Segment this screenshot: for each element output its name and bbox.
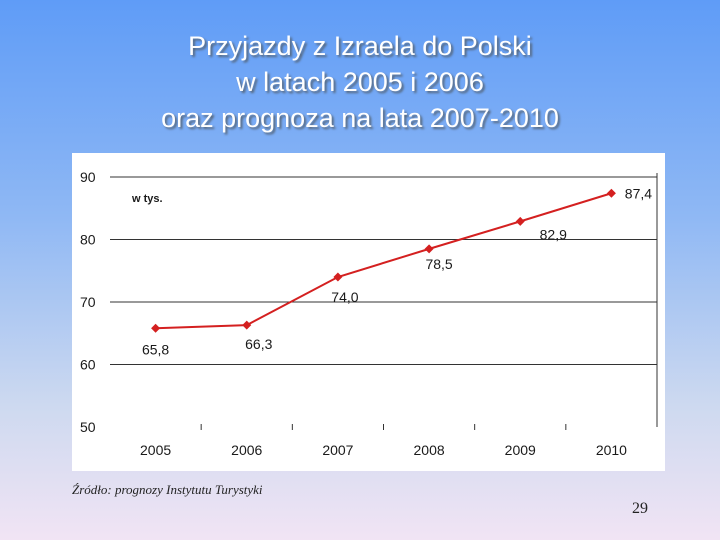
title-line-2: w latach 2005 i 2006 [236,67,484,97]
title-line-1: Przyjazdy z Izraela do Polski [188,31,532,61]
x-tick-label-2006: 2006 [231,442,262,458]
data-point-2006 [242,320,252,330]
line-chart: 50 60 70 80 90 2005 2006 2007 2008 2009 2010 w tys.… [80,169,658,458]
data-label-2010: 87,4 [625,185,652,201]
y-tick-label-60: 60 [80,357,96,373]
data-point-2005 [151,323,161,333]
x-tick-label-2009: 2009 [505,442,536,458]
y-tick-label-90: 90 [80,169,96,185]
data-label-2006: 66,3 [245,336,272,352]
data-label-2005: 65,8 [142,341,169,357]
y-tick-label-70: 70 [80,294,96,310]
source-note: Źródło: prognozy Instytutu Turystyki [72,482,263,497]
slide-title: Przyjazdy z Izraela do Polski w latach 2… [0,28,720,136]
data-point-2009 [515,216,525,226]
title-line-3: oraz prognoza na lata 2007-2010 [161,103,559,133]
unit-label: w tys. [131,193,163,205]
data-point-2007 [333,272,343,282]
x-tick-label-2007: 2007 [322,442,353,458]
x-tick-label-2010: 2010 [596,442,627,458]
y-tick-label-80: 80 [80,232,96,248]
data-label-2007: 74,0 [331,289,358,305]
chart-panel: 50 60 70 80 90 2005 2006 2007 2008 2009 2010 w tys.… [72,153,665,471]
data-point-2008 [424,244,434,254]
y-tick-label-50: 50 [80,419,96,435]
series-line [155,192,612,330]
data-label-2009: 82,9 [540,226,567,242]
x-tick-label-2008: 2008 [414,442,445,458]
data-label-2008: 78,5 [425,256,452,272]
x-tick-label-2005: 2005 [140,442,171,458]
page-number: 29 [632,500,648,517]
data-point-2010 [606,188,616,198]
